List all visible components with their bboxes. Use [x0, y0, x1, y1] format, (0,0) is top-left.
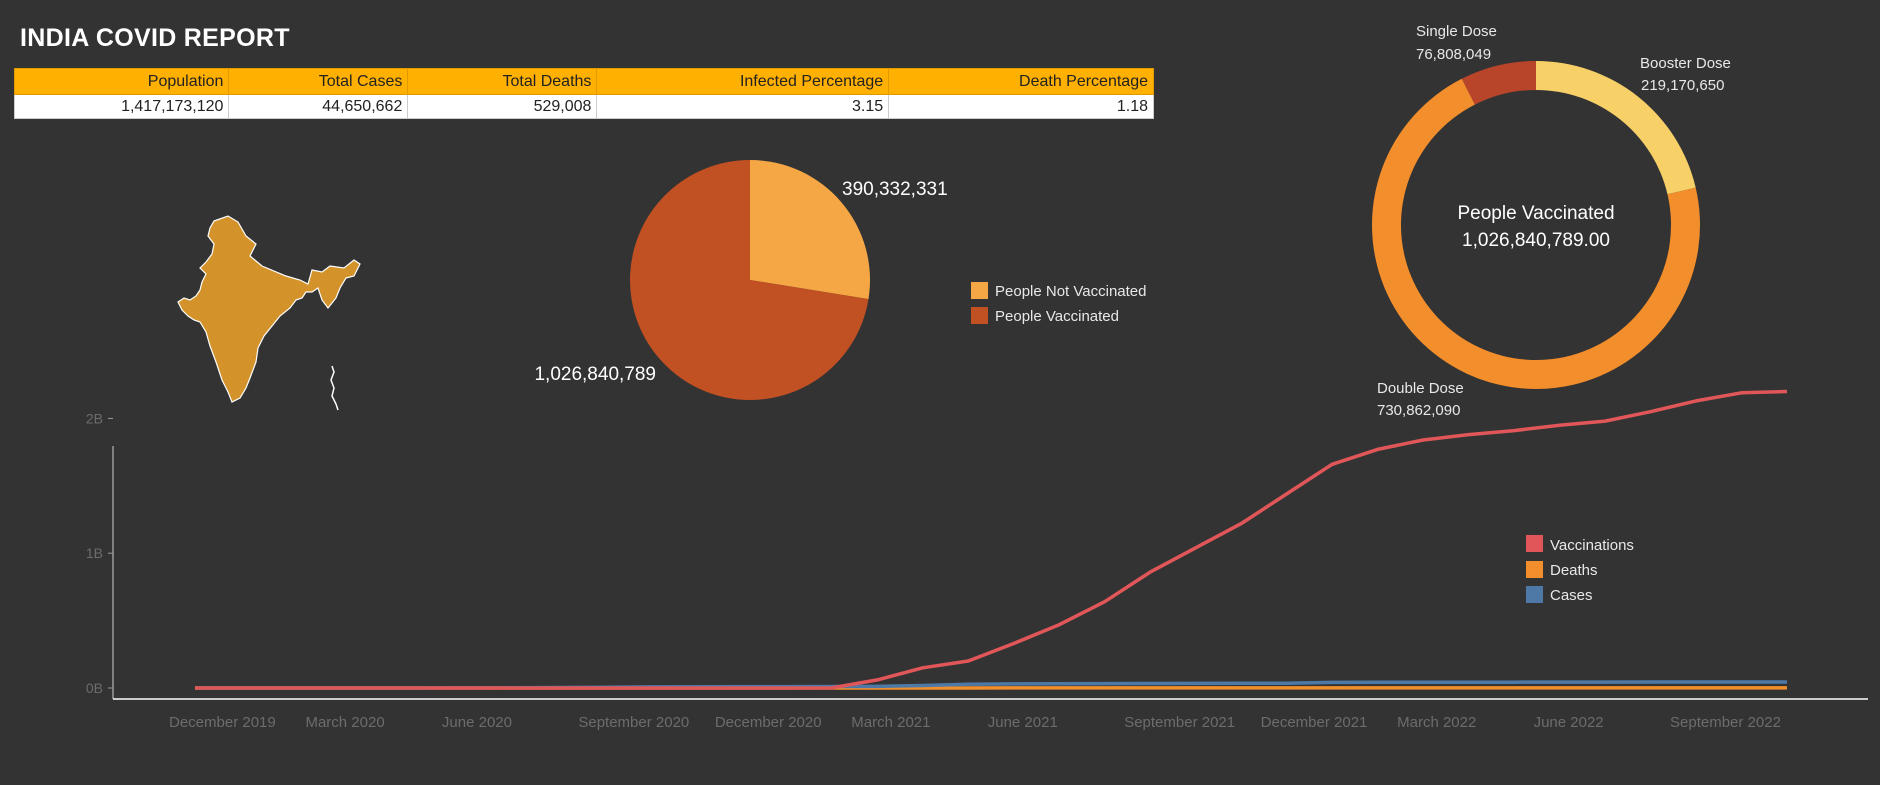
x-tick-label: March 2022 [1397, 714, 1476, 731]
pie-label-not-vaccinated: 390,332,331 [842, 179, 948, 200]
donut-value-double-dose: 730,862,090 [1377, 402, 1460, 419]
x-tick-label: September 2020 [578, 714, 689, 731]
legend-label-not-vaccinated[interactable]: People Not Vaccinated [995, 283, 1147, 300]
donut-value-single-dose: 76,808,049 [1416, 46, 1491, 63]
header-total-cases: Total Cases [228, 68, 409, 95]
legend-swatch-not-vaccinated[interactable] [971, 282, 988, 299]
header-total-deaths: Total Deaths [407, 68, 598, 95]
andaman-islands-shape [330, 365, 339, 411]
header-infected-percentage: Infected Percentage [596, 68, 890, 95]
timeline-line-chart: 0B 1B 2B December 2019 March 2020 June 2020 S… [86, 389, 1868, 731]
legend-swatch-cases[interactable] [1526, 586, 1543, 603]
x-axis-ticks: December 2019 March 2020 June 2020 Septembe… [169, 714, 1781, 731]
y-tick-label: 0B [86, 680, 103, 696]
pie-slice-vaccinated[interactable] [630, 160, 869, 401]
legend-label-deaths[interactable]: Deaths [1550, 562, 1598, 579]
donut-label-double-dose: Double Dose [1377, 380, 1464, 397]
summary-value-row: 1,417,173,120 44,650,662 529,008 3.15 1.… [13, 94, 1154, 119]
donut-label-single-dose: Single Dose [1416, 23, 1497, 40]
x-tick-label: June 2021 [988, 714, 1058, 731]
legend-label-cases[interactable]: Cases [1550, 587, 1593, 604]
value-population: 1,417,173,120 [13, 94, 230, 119]
legend-label-vaccinated[interactable]: People Vaccinated [995, 308, 1119, 325]
x-tick-label: June 2020 [442, 714, 512, 731]
line-series-vaccinations[interactable] [195, 389, 1788, 690]
value-total-cases: 44,650,662 [228, 94, 409, 119]
x-tick-label: December 2019 [169, 714, 276, 731]
legend-swatch-vaccinated[interactable] [971, 307, 988, 324]
x-tick-label: September 2022 [1670, 714, 1781, 731]
vaccination-pie-chart: 390,332,331 1,026,840,789 People Not Vac… [534, 160, 1147, 401]
y-tick-label: 2B [86, 410, 103, 426]
donut-center-value: 1,026,840,789.00 [1462, 230, 1610, 251]
dose-donut-chart: People Vaccinated 1,026,840,789.00 Singl… [1371, 23, 1731, 419]
line-legend: Vaccinations Deaths Cases [1526, 535, 1634, 604]
x-tick-label: March 2021 [851, 714, 930, 731]
legend-label-vaccinations[interactable]: Vaccinations [1550, 537, 1634, 554]
value-death-percentage: 1.18 [888, 94, 1154, 119]
x-tick-label: December 2020 [715, 714, 822, 731]
x-tick-label: March 2020 [305, 714, 384, 731]
y-axis-ticks: 0B 1B 2B [86, 410, 113, 696]
summary-header-row: Population Total Cases Total Deaths Infe… [13, 68, 1154, 95]
donut-center-title: People Vaccinated [1457, 203, 1614, 224]
x-tick-label: June 2022 [1534, 714, 1604, 731]
header-population: Population [13, 68, 230, 95]
legend-swatch-vaccinations[interactable] [1526, 535, 1543, 552]
donut-value-booster-dose: 219,170,650 [1641, 77, 1724, 94]
value-infected-percentage: 3.15 [596, 94, 890, 119]
page-title: INDIA COVID REPORT [20, 24, 290, 52]
legend-swatch-deaths[interactable] [1526, 561, 1543, 578]
pie-legend: People Not Vaccinated People Vaccinated [971, 282, 1147, 325]
donut-label-booster-dose: Booster Dose [1640, 55, 1731, 72]
header-death-percentage: Death Percentage [888, 68, 1154, 95]
x-tick-label: September 2021 [1124, 714, 1235, 731]
x-tick-label: December 2021 [1261, 714, 1368, 731]
y-tick-label: 1B [86, 545, 103, 561]
india-map-shape[interactable] [177, 215, 361, 403]
donut-segment-booster-dose[interactable] [1536, 61, 1696, 195]
donut-segment-single-dose[interactable] [1461, 61, 1536, 105]
india-map[interactable] [177, 215, 361, 411]
pie-label-vaccinated: 1,026,840,789 [534, 364, 656, 385]
pie-slice-not-vaccinated[interactable] [750, 160, 870, 300]
summary-table: Population Total Cases Total Deaths Infe… [13, 68, 1154, 119]
value-total-deaths: 529,008 [407, 94, 598, 119]
